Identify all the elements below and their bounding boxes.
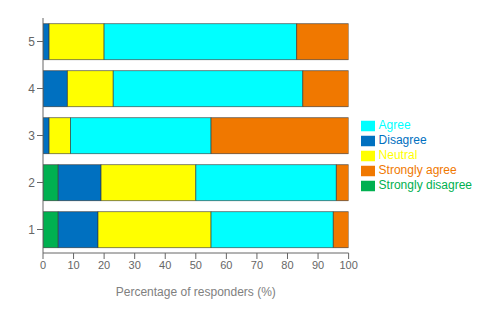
svg-text:80: 80 <box>281 259 293 271</box>
svg-text:0: 0 <box>40 259 46 271</box>
html-text:Strongly disagree: Strongly disagree <box>378 177 472 192</box>
svg-text:1: 1 <box>28 223 35 237</box>
svg-text:2: 2 <box>28 176 35 190</box>
svg-text:70: 70 <box>251 259 263 271</box>
html-text:Strongly agree: Strongly agree <box>378 162 457 177</box>
svg-text:90: 90 <box>312 259 324 271</box>
html-text:Disagree: Disagree <box>378 133 427 148</box>
svg-text:100: 100 <box>339 259 357 271</box>
svg-text:20: 20 <box>98 259 110 271</box>
html-text:Neutral: Neutral <box>378 148 418 163</box>
svg-text:60: 60 <box>220 259 232 271</box>
svg-text:30: 30 <box>129 259 141 271</box>
svg-text:5: 5 <box>28 35 35 49</box>
svg-text:4: 4 <box>28 82 35 96</box>
svg-text:50: 50 <box>190 259 202 271</box>
svg-text:Percentage of responders (%): Percentage of responders (%) <box>116 285 276 299</box>
svg-text:3: 3 <box>28 129 35 143</box>
svg-text:10: 10 <box>67 259 79 271</box>
html-text:Agree: Agree <box>378 118 411 133</box>
svg-text:40: 40 <box>159 259 171 271</box>
